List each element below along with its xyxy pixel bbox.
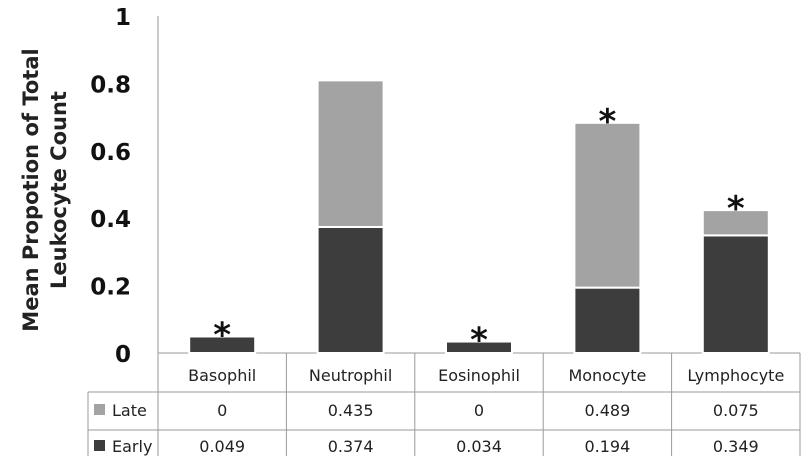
table-cell-late: 0 <box>474 401 484 420</box>
y-tick-label: 0.2 <box>90 275 131 301</box>
category-label: Monocyte <box>568 366 646 385</box>
table-cell-late: 0.489 <box>584 401 630 420</box>
bar-late <box>316 79 385 228</box>
y-axis-label: Mean Propotion of Total Leukocyte Count <box>19 48 71 331</box>
y-axis-label-line: Leukocyte Count <box>47 91 71 289</box>
legend-label-early: Early <box>112 437 152 456</box>
category-label: Lymphocyte <box>687 366 784 385</box>
y-tick-label: 0.4 <box>90 207 131 233</box>
table-cell-late: 0.075 <box>713 401 759 420</box>
y-axis-label-line: Mean Propotion of Total <box>19 48 43 331</box>
significance-marker: * <box>599 102 617 142</box>
table-cell-early: 0.374 <box>328 437 374 456</box>
y-tick-label: 0.8 <box>90 72 131 98</box>
table-cell-early: 0.034 <box>456 437 502 456</box>
bar-early <box>316 225 385 355</box>
bar-early <box>701 234 770 354</box>
legend-swatch-late <box>94 404 105 415</box>
table-cell-late: 0 <box>217 401 227 420</box>
category-label: Basophil <box>188 366 256 385</box>
y-tick-label: 1 <box>115 5 131 31</box>
table-cell-early: 0.049 <box>199 437 245 456</box>
y-tick-label: 0 <box>115 342 131 368</box>
category-label: Neutrophil <box>309 366 392 385</box>
category-label: Eosinophil <box>438 366 520 385</box>
significance-marker: * <box>213 315 231 355</box>
significance-marker: * <box>727 189 745 229</box>
significance-marker: * <box>470 321 488 361</box>
table-cell-early: 0.349 <box>713 437 759 456</box>
bar-early <box>188 335 257 354</box>
y-tick-label: 0.6 <box>90 140 131 166</box>
table-cell-late: 0.435 <box>328 401 374 420</box>
bar-late <box>573 121 642 289</box>
legend-swatch-early <box>94 440 105 451</box>
bar-early <box>445 340 513 354</box>
bar-late <box>701 209 770 237</box>
legend-label-late: Late <box>112 401 147 420</box>
bar-early <box>573 286 642 355</box>
table-cell-early: 0.194 <box>584 437 630 456</box>
